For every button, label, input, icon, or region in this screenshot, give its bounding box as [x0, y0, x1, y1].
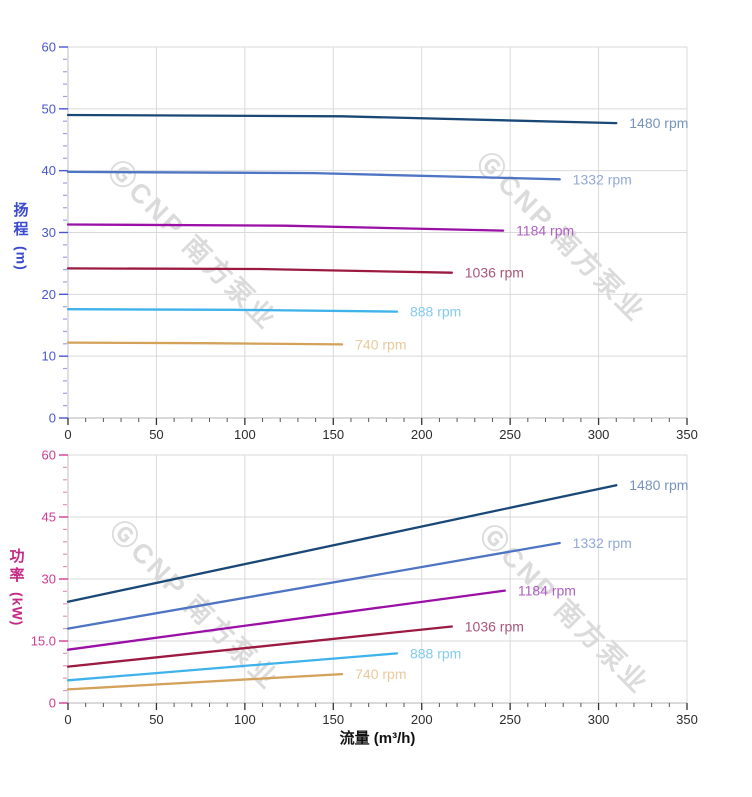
y-tick-label: 20	[42, 287, 56, 302]
x-tick-label: 150	[322, 712, 344, 727]
series-label-888-rpm: 888 rpm	[410, 304, 461, 320]
series-label-1480-rpm: 1480 rpm	[629, 477, 688, 493]
x-tick-label: 300	[588, 427, 610, 442]
y-tick-label: 60	[42, 40, 56, 55]
x-tick-label: 250	[499, 712, 521, 727]
x-tick-label: 200	[411, 427, 433, 442]
y-tick-label: 0	[49, 696, 56, 711]
series-label-740-rpm: 740 rpm	[355, 336, 406, 352]
series-line-1480-rpm	[66, 484, 618, 603]
series-label-1184-rpm: 1184 rpm	[516, 223, 574, 239]
head-axis-title: 扬程 (m)	[11, 201, 31, 271]
y-tick-label: 45	[42, 510, 56, 525]
x-tick-label: 350	[676, 712, 698, 727]
x-tick-label: 0	[64, 427, 71, 442]
x-tick-label: 200	[411, 712, 433, 727]
x-tick-label: 50	[149, 712, 163, 727]
y-tick-label: 50	[42, 101, 56, 116]
series-label-1332-rpm: 1332 rpm	[573, 535, 632, 551]
y-tick-label: 30	[42, 572, 56, 587]
x-tick-label: 50	[149, 427, 163, 442]
x-tick-label: 300	[588, 712, 610, 727]
series-line-1184-rpm	[66, 223, 505, 232]
power-axis-title-text: 功率	[9, 548, 25, 584]
x-tick-label: 350	[676, 427, 698, 442]
y-tick-label: 0	[49, 411, 56, 426]
series-label-888-rpm: 888 rpm	[410, 645, 461, 661]
x-tick-label: 100	[234, 427, 256, 442]
power-axis-title: 功率 (kW)	[7, 547, 27, 626]
series-label-740-rpm: 740 rpm	[355, 666, 406, 682]
x-tick-label: 150	[322, 427, 344, 442]
series-label-1184-rpm: 1184 rpm	[518, 583, 576, 599]
y-tick-label: 40	[42, 163, 56, 178]
series-label-1036-rpm: 1036 rpm	[465, 619, 524, 635]
series-line-1332-rpm	[66, 541, 561, 630]
series-line-888-rpm	[66, 308, 399, 313]
series-line-1332-rpm	[66, 170, 561, 181]
series-line-1036-rpm	[66, 625, 453, 668]
series-label-1480-rpm: 1480 rpm	[629, 115, 688, 131]
series-line-1036-rpm	[66, 267, 453, 274]
series-line-740-rpm	[66, 341, 344, 346]
y-tick-label: 15.0	[31, 634, 56, 649]
series-line-740-rpm	[66, 672, 344, 691]
series-label-1036-rpm: 1036 rpm	[465, 265, 524, 281]
y-tick-label: 10	[42, 349, 56, 364]
x-tick-label: 0	[64, 712, 71, 727]
flow-axis-title: 流量 (m³/h)	[339, 730, 416, 747]
head-axis-title-text: 扬程	[13, 202, 29, 238]
x-tick-label: 100	[234, 712, 256, 727]
series-line-1184-rpm	[66, 589, 506, 651]
head-axis-unit: (m)	[13, 246, 30, 271]
x-tick-label: 250	[499, 427, 521, 442]
series-line-888-rpm	[66, 652, 399, 682]
y-tick-label: 30	[42, 225, 56, 240]
series-line-1480-rpm	[66, 113, 618, 125]
series-label-1332-rpm: 1332 rpm	[573, 171, 632, 187]
power-axis-unit: (kW)	[9, 592, 26, 627]
y-tick-label: 60	[42, 448, 56, 463]
